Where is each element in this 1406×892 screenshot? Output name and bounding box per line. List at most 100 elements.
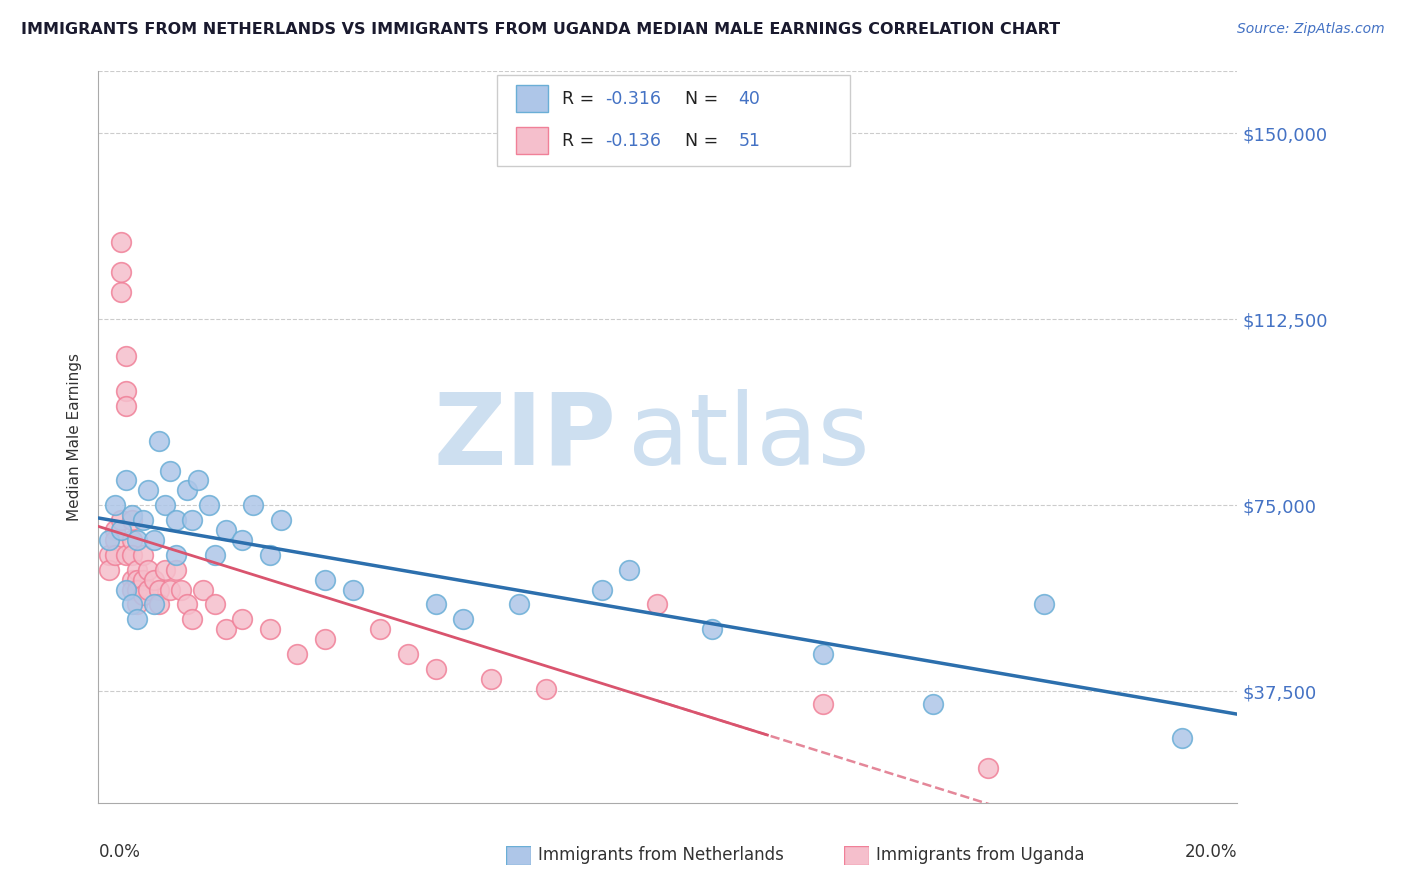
Text: R =: R = [562,90,600,108]
Point [131,548,153,562]
Point [187,474,209,488]
Point [121,582,143,597]
Point [198,498,221,512]
Point [104,498,127,512]
Point [115,474,138,488]
Point [425,662,447,676]
Point [176,483,198,498]
Point [645,598,668,612]
Point [342,582,364,597]
Point [591,582,613,597]
Text: -0.316: -0.316 [605,90,661,108]
Point [104,548,127,562]
Point [127,563,149,577]
Point [127,598,149,612]
Point [121,533,143,547]
Point [98,563,121,577]
Point [159,464,181,478]
Point [98,548,121,562]
Text: N =: N = [685,132,724,150]
Point [370,622,392,636]
Point [617,563,640,577]
Text: Immigrants from Netherlands: Immigrants from Netherlands [538,847,785,864]
Text: R =: R = [562,132,600,150]
Point [700,622,723,636]
Point [977,761,1000,775]
Point [453,612,475,626]
Point [508,598,530,612]
Point [98,533,121,547]
Point [270,513,292,527]
Point [214,523,236,537]
Point [131,573,153,587]
Point [153,563,176,577]
Point [104,533,127,547]
Point [115,548,138,562]
Point [121,508,143,523]
Point [115,384,138,399]
Point [104,523,127,537]
Bar [516,86,548,112]
Point [204,548,226,562]
Point [165,563,187,577]
Point [127,612,149,626]
Point [142,533,165,547]
Point [231,533,253,547]
Point [110,513,132,527]
Point [259,622,281,636]
Y-axis label: Median Male Earnings: Median Male Earnings [67,353,83,521]
Point [214,622,236,636]
Point [131,513,153,527]
Point [127,533,149,547]
Text: Immigrants from Uganda: Immigrants from Uganda [876,847,1084,864]
Point [181,513,204,527]
Text: N =: N = [685,90,724,108]
Point [396,647,419,661]
Point [121,548,143,562]
Text: 51: 51 [738,132,761,150]
FancyBboxPatch shape [498,75,851,167]
Point [110,285,132,299]
Text: 0.0%: 0.0% [98,843,141,861]
Point [115,350,138,364]
Point [231,612,253,626]
Point [425,598,447,612]
Point [287,647,309,661]
Text: 20.0%: 20.0% [1185,843,1237,861]
Text: -0.136: -0.136 [605,132,661,150]
Point [115,399,138,413]
Point [110,235,132,250]
Point [922,697,945,711]
Text: IMMIGRANTS FROM NETHERLANDS VS IMMIGRANTS FROM UGANDA MEDIAN MALE EARNINGS CORRE: IMMIGRANTS FROM NETHERLANDS VS IMMIGRANT… [21,22,1060,37]
Point [314,632,336,647]
Point [136,483,159,498]
Point [121,573,143,587]
Point [121,513,143,527]
Point [176,598,198,612]
Point [136,563,159,577]
Point [127,582,149,597]
Text: 40: 40 [738,90,761,108]
Point [110,523,132,537]
Text: Source: ZipAtlas.com: Source: ZipAtlas.com [1237,22,1385,37]
Point [148,598,170,612]
Point [110,265,132,279]
Point [259,548,281,562]
Point [159,582,181,597]
Point [1171,731,1194,746]
Point [314,573,336,587]
Point [811,647,834,661]
Point [127,573,149,587]
Point [131,588,153,602]
Point [115,582,138,597]
Point [153,498,176,512]
Point [1032,598,1054,612]
Point [136,582,159,597]
Point [142,573,165,587]
Point [170,582,193,597]
Bar [516,128,548,154]
Point [181,612,204,626]
Point [204,598,226,612]
Point [242,498,264,512]
Point [193,582,215,597]
